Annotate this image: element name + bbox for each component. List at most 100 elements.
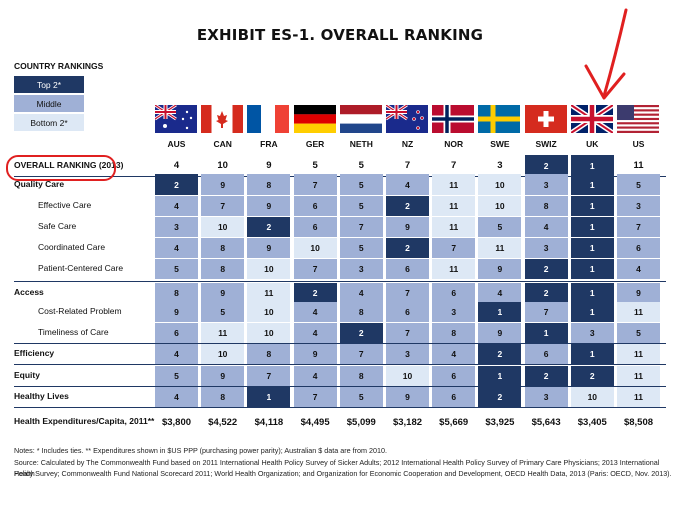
ranking-cell: $4,495: [293, 410, 337, 434]
ranking-cell: 8: [339, 302, 383, 322]
ranking-cell: 1: [478, 302, 522, 322]
ranking-cell: 7: [386, 323, 429, 343]
ranking-cell: 9: [201, 366, 245, 386]
ranking-cell: 3: [524, 387, 568, 407]
ranking-cell: 1: [570, 259, 614, 279]
ranking-cell: 8: [247, 344, 291, 364]
ranking-cell: 2: [524, 155, 568, 176]
ranking-cell: 1: [570, 283, 614, 303]
ranking-cell: 7: [339, 217, 383, 237]
ranking-cell: 11: [201, 323, 245, 343]
legend-middle: Middle: [14, 95, 84, 112]
row-label: Efficiency: [14, 348, 55, 358]
column-header-nz: NZ: [401, 139, 414, 149]
column-header-neth: NETH: [349, 139, 373, 149]
ranking-cell: 5: [339, 155, 383, 176]
ranking-cell: 2: [293, 283, 337, 303]
ranking-cell: 10: [293, 238, 337, 258]
ranking-cell: 11: [617, 387, 660, 407]
ranking-cell: 6: [524, 344, 568, 364]
sweden-flag-icon: [478, 105, 521, 133]
notes-line: Notes: * Includes ties. ** Expenditures …: [14, 446, 388, 455]
ranking-cell: 7: [617, 217, 660, 237]
ranking-cell: 10: [247, 259, 291, 279]
row-divider: [14, 386, 666, 387]
ranking-cell: 2: [386, 238, 429, 258]
ranking-cell: $3,800: [155, 410, 198, 434]
ranking-cell: 4: [155, 344, 198, 364]
ranking-cell: 2: [339, 323, 383, 343]
ranking-cell: 9: [293, 344, 337, 364]
ranking-cell: 2: [524, 366, 568, 386]
ranking-cell: 3: [524, 174, 568, 195]
row-label: Equity: [14, 370, 40, 380]
row-label: Access: [14, 287, 44, 297]
ranking-cell: 8: [201, 259, 245, 279]
ranking-cell: 11: [617, 155, 660, 176]
ranking-cell: 9: [478, 259, 522, 279]
ranking-cell: 8: [524, 196, 568, 216]
ranking-cell: 1: [570, 174, 614, 195]
ranking-cell: 5: [339, 238, 383, 258]
row-label: Effective Care: [38, 200, 92, 210]
ranking-cell: 5: [617, 174, 660, 195]
ranking-cell: 11: [432, 196, 476, 216]
column-header-swiz: SWIZ: [535, 139, 557, 149]
ranking-cell: 5: [155, 259, 198, 279]
ranking-cell: 10: [201, 155, 245, 176]
new-zealand-flag-icon: [386, 105, 428, 133]
ranking-cell: 6: [293, 196, 337, 216]
ranking-cell: 8: [201, 238, 245, 258]
ranking-cell: 9: [201, 283, 245, 303]
ranking-cell: 1: [570, 155, 614, 176]
ranking-cell: 8: [247, 174, 291, 195]
ranking-cell: 4: [432, 344, 476, 364]
ranking-cell: 10: [478, 196, 522, 216]
ranking-cell: 4: [386, 174, 429, 195]
row-divider: [14, 407, 666, 408]
ranking-cell: 2: [155, 174, 198, 195]
ranking-cell: 7: [339, 344, 383, 364]
ranking-cell: 10: [386, 366, 429, 386]
ranking-cell: 7: [293, 387, 337, 407]
ranking-cell: 5: [339, 174, 383, 195]
ranking-cell: 1: [570, 302, 614, 322]
ranking-cell: 1: [524, 323, 568, 343]
ranking-cell: 4: [293, 323, 337, 343]
row-label: Quality Care: [14, 178, 65, 189]
ranking-cell: 1: [570, 196, 614, 216]
ranking-cell: 7: [524, 302, 568, 322]
ranking-cell: 3: [570, 323, 614, 343]
ranking-cell: 7: [386, 283, 429, 303]
row-label: Timeliness of Care: [38, 327, 109, 337]
exhibit-title: EXHIBIT ES-1. OVERALL RANKING: [196, 26, 484, 44]
ranking-cell: 9: [386, 217, 429, 237]
ranking-cell: 5: [339, 387, 383, 407]
ranking-cell: 7: [386, 155, 429, 176]
ranking-cell: 9: [247, 238, 291, 258]
ranking-cell: 6: [155, 323, 198, 343]
ranking-cell: 8: [339, 366, 383, 386]
ranking-cell: 1: [570, 238, 614, 258]
ranking-cell: 4: [155, 196, 198, 216]
ranking-cell: 4: [293, 302, 337, 322]
ranking-cell: 1: [478, 366, 522, 386]
ranking-cell: 4: [524, 217, 568, 237]
column-header-ger: GER: [305, 139, 325, 149]
ranking-cell: 5: [339, 196, 383, 216]
column-header-uk: UK: [586, 139, 599, 149]
ranking-cell: 2: [478, 344, 522, 364]
row-label: Coordinated Care: [38, 242, 106, 252]
ranking-cell: 2: [570, 366, 614, 386]
ranking-cell: 3: [155, 217, 198, 237]
source-line-1: Source: Calculated by The Commonwealth F…: [14, 458, 660, 478]
ranking-cell: 2: [524, 283, 568, 303]
ranking-cell: 4: [478, 283, 522, 303]
row-label: Cost-Related Problem: [38, 306, 122, 316]
ranking-cell: 9: [201, 174, 245, 195]
source-line-2: Policy Survey; Commonwealth Fund Nationa…: [14, 469, 672, 478]
row-label: Safe Care: [38, 221, 77, 231]
ranking-cell: 9: [386, 387, 429, 407]
ranking-cell: $3,182: [386, 410, 429, 434]
red-arrow-annotation: [584, 8, 628, 100]
